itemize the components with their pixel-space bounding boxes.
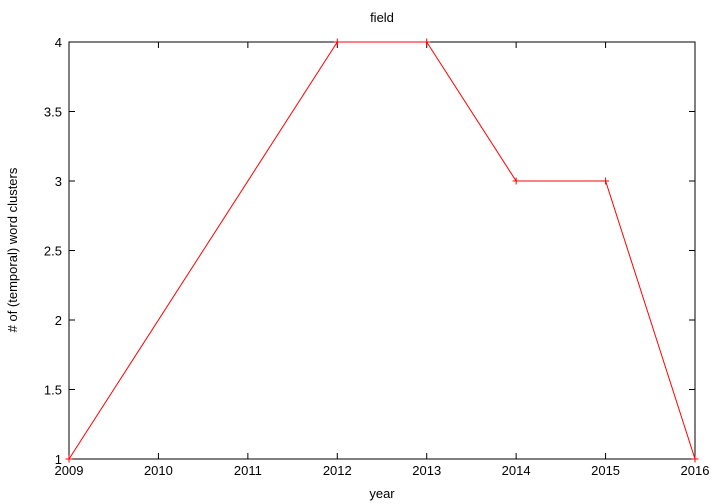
chart-title: field <box>370 10 394 25</box>
x-axis: 2009 2010 2011 2012 2013 2014 2015 2016 <box>55 42 710 478</box>
y-tick-label: 1 <box>55 452 62 467</box>
y-tick-label: 3.5 <box>44 105 62 120</box>
data-point-marker <box>333 38 341 46</box>
x-tick-label: 2015 <box>591 463 620 478</box>
y-tick-label: 2.5 <box>44 244 62 259</box>
series-line <box>68 41 696 460</box>
series-layer <box>65 38 699 463</box>
x-tick-label: 2010 <box>144 463 173 478</box>
x-tick-label: 2009 <box>55 463 84 478</box>
data-point-marker <box>65 455 73 463</box>
y-tick-label: 3 <box>55 174 62 189</box>
y-tick-label: 4 <box>55 35 62 50</box>
data-point-marker <box>423 38 431 46</box>
x-tick-label: 2014 <box>502 463 531 478</box>
plot-frame <box>68 41 696 460</box>
y-tick-label: 2 <box>55 313 62 328</box>
y-tick-label: 1.5 <box>44 383 62 398</box>
x-tick-label: 2011 <box>234 463 262 478</box>
y-axis: 1 1.5 2 2.5 3 3.5 4 <box>44 35 695 467</box>
data-point-marker <box>691 455 699 463</box>
x-tick-label: 2012 <box>323 463 352 478</box>
data-point-marker <box>512 177 520 185</box>
y-axis-title: # of (temporal) word clusters <box>5 167 20 332</box>
x-tick-label: 2016 <box>681 463 710 478</box>
x-axis-title: year <box>369 486 395 501</box>
x-tick-label: 2013 <box>412 463 441 478</box>
data-point-marker <box>602 177 610 185</box>
